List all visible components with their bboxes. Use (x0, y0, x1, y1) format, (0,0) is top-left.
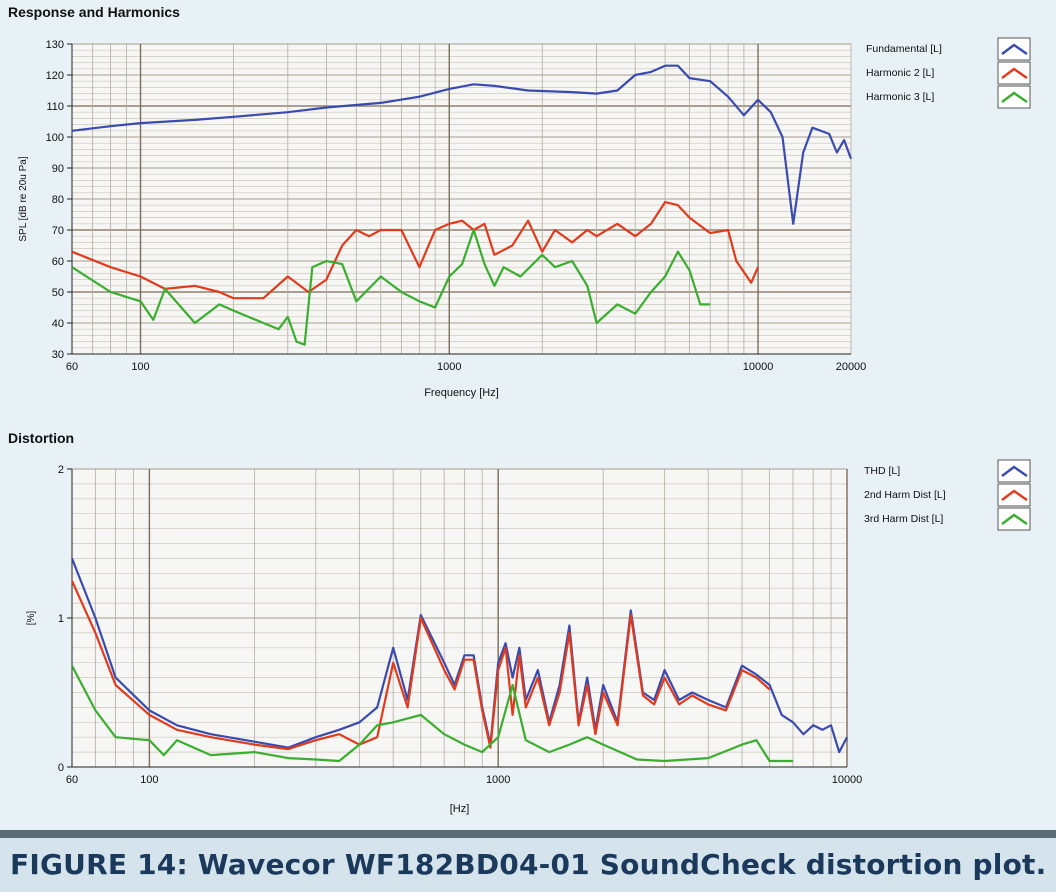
legend-label: THD [L] (864, 465, 900, 477)
legend-swatch (1001, 465, 1028, 477)
legend-swatch-box (997, 37, 1031, 61)
legend-swatch (1001, 67, 1028, 79)
legend-swatch-box (997, 85, 1031, 109)
legend-swatch-box (997, 507, 1031, 531)
series-line-fundamental-l (71, 64, 853, 225)
y-axis-label: SPL [dB re 20u Pa] (18, 156, 29, 241)
chart2-group: 0 1 2 60 100 1000 10000 [Hz] [%] THD [L] 2nd Harm … (26, 459, 1031, 815)
x-tick-label: 60 (66, 774, 78, 786)
y-tick-label: 2 (58, 464, 64, 476)
x-tick-label: 100 (140, 774, 158, 786)
y-tick-label: 130 (46, 39, 64, 51)
caption-bar: FIGURE 14: Wavecor WF182BD04-01 SoundChe… (0, 830, 1056, 892)
x-tick-label: 10000 (832, 774, 863, 786)
legend-swatch (1001, 489, 1028, 501)
legend-swatch (1001, 513, 1028, 525)
chart2-title: Distortion (8, 430, 75, 446)
x-tick-label: 100 (131, 361, 149, 373)
x-tick-label: 20000 (836, 361, 867, 373)
series-line-2nd-harm-dist-l (70, 580, 771, 751)
y-tick-label: 40 (52, 318, 64, 330)
x-axis-label: Frequency [Hz] (424, 387, 499, 399)
legend-swatch-box (997, 61, 1031, 85)
legend-swatch (1001, 91, 1028, 103)
y-tick-label: 0 (58, 762, 64, 774)
y-tick-label: 1 (58, 613, 64, 625)
chart1-group: 30 40 50 60 70 80 90 100 110 120 130 60 100 1000 10000… (18, 37, 1031, 399)
y-tick-label: 100 (46, 132, 64, 144)
series-line-3rd-harm-dist-l (71, 665, 793, 763)
figure-caption: FIGURE 14: Wavecor WF182BD04-01 SoundChe… (10, 848, 1047, 881)
y-tick-label: 110 (46, 101, 64, 113)
x-tick-label: 10000 (743, 361, 774, 373)
legend-label: 3rd Harm Dist [L] (864, 513, 943, 525)
legend-swatch (1001, 43, 1028, 55)
y-tick-label: 90 (52, 163, 64, 175)
x-axis-label: [Hz] (450, 803, 470, 815)
legend-label: Harmonic 2 [L] (866, 67, 934, 79)
x-tick-label: 1000 (486, 774, 510, 786)
series-line-harmonic-3-l (71, 228, 711, 346)
legend-swatch-box (997, 459, 1031, 483)
y-tick-label: 80 (52, 194, 64, 206)
y-tick-label: 30 (52, 349, 64, 361)
series-line-thd-l (70, 557, 848, 754)
legend-swatch-box (997, 483, 1031, 507)
legend-label: Harmonic 3 [L] (866, 91, 934, 103)
legend-label: Fundamental [L] (866, 43, 942, 55)
y-tick-label: 70 (52, 225, 64, 237)
y-axis-label: [%] (26, 611, 37, 626)
x-tick-label: 60 (66, 361, 78, 373)
y-tick-label: 50 (52, 287, 64, 299)
chart1-title: Response and Harmonics (8, 4, 180, 20)
y-tick-label: 60 (52, 256, 64, 268)
y-tick-label: 120 (46, 70, 64, 82)
legend-label: 2nd Harm Dist [L] (864, 489, 946, 501)
x-tick-label: 1000 (437, 361, 461, 373)
